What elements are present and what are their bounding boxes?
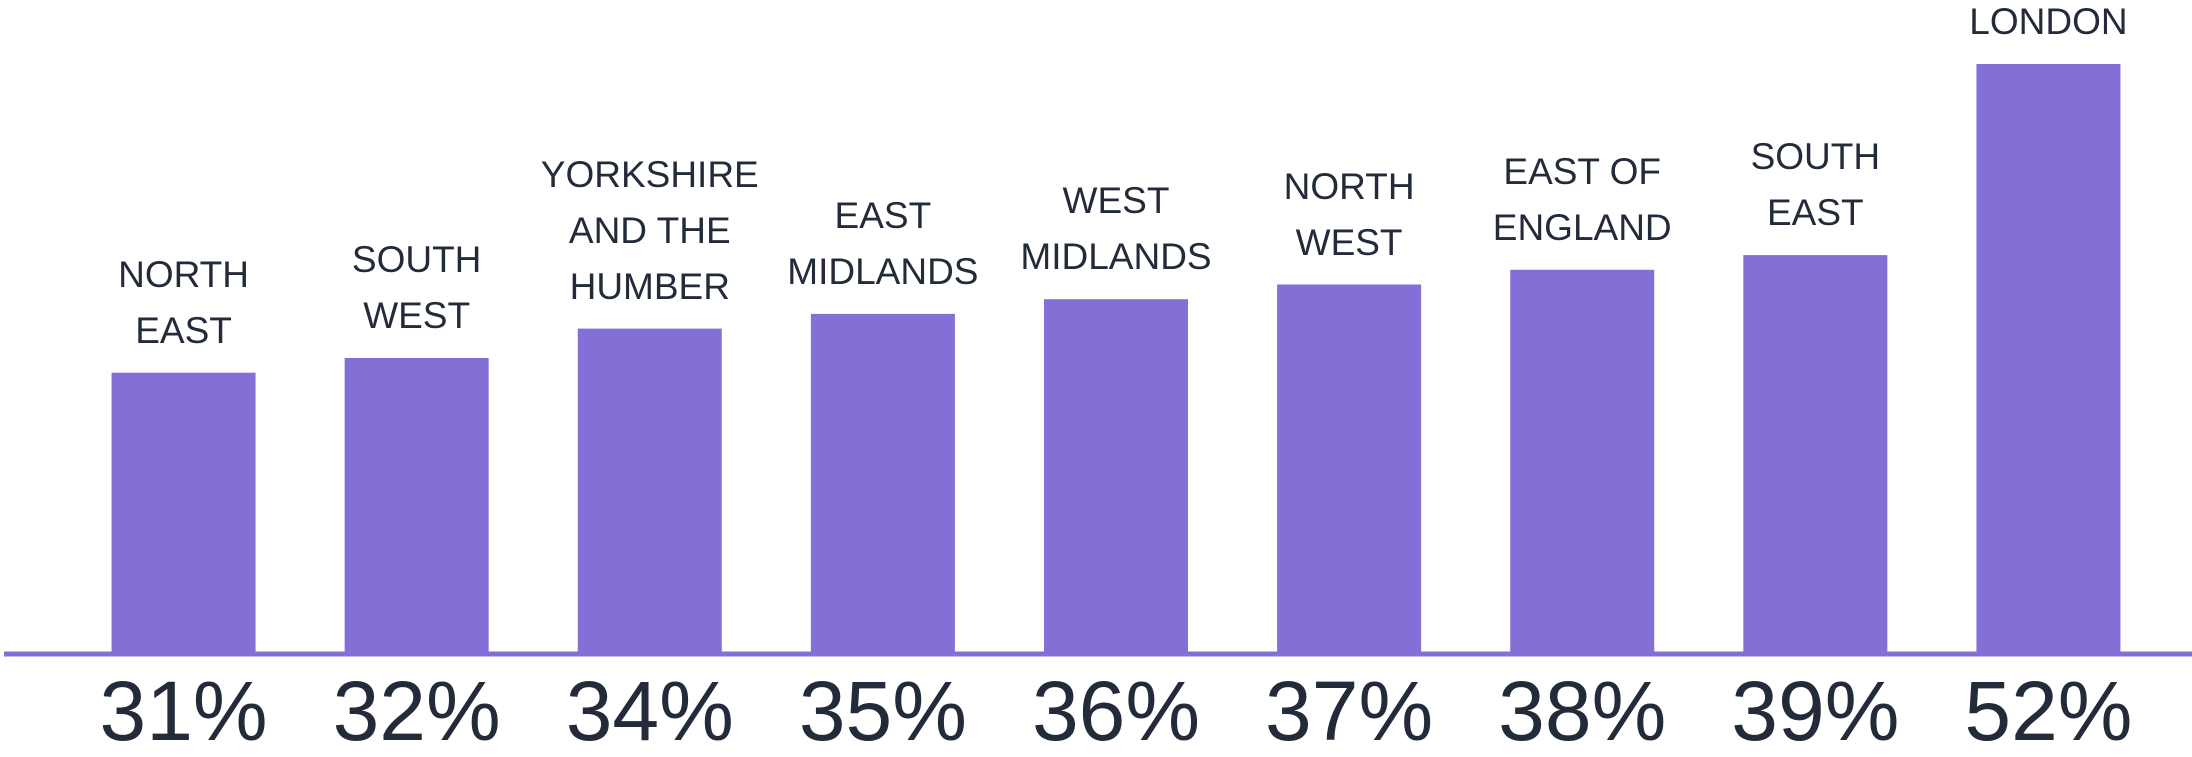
bar [1044, 299, 1188, 652]
value-label: 31% [99, 664, 267, 757]
value-label: 34% [566, 664, 734, 757]
bar [344, 358, 489, 652]
bar [810, 313, 955, 652]
category-label: NORTH EAST [118, 253, 249, 351]
bar [1510, 269, 1655, 652]
bar [577, 328, 722, 652]
category-label: NORTH WEST [1283, 165, 1415, 263]
bar [1976, 64, 2121, 652]
value-label: 35% [799, 664, 967, 757]
bar [1277, 284, 1422, 652]
bar [1743, 255, 1888, 652]
bar [111, 372, 256, 652]
category-label: SOUTH WEST [351, 239, 482, 336]
value-label: 32% [333, 664, 501, 757]
category-label: EAST OF ENGLAND [1492, 150, 1672, 248]
category-label: LONDON [1969, 1, 2128, 42]
value-label: 36% [1032, 664, 1200, 757]
category-label: SOUTH EAST [1750, 136, 1881, 234]
value-label: 38% [1498, 664, 1666, 757]
category-label: WEST MIDLANDS [1020, 180, 1212, 278]
value-label: 39% [1731, 664, 1899, 757]
category-label: EAST MIDLANDS [787, 194, 979, 292]
category-label: YORKSHIRE AND THE HUMBER [540, 153, 759, 307]
value-label: 37% [1265, 664, 1433, 757]
value-label: 52% [1964, 664, 2132, 757]
